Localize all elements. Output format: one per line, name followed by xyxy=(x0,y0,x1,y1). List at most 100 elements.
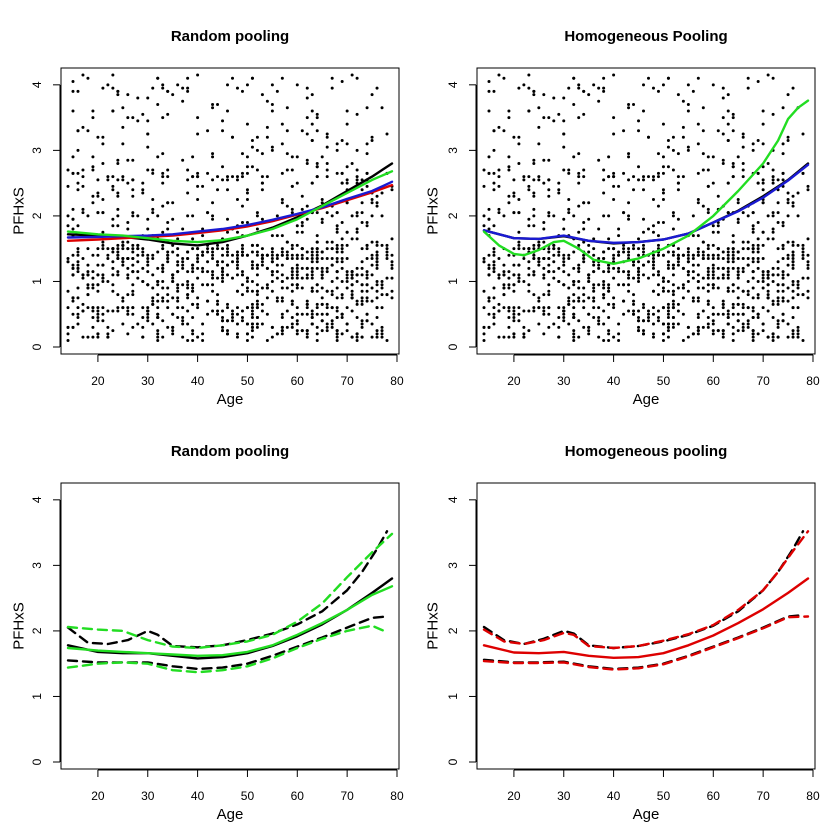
scatter-point xyxy=(761,279,765,283)
scatter-point xyxy=(781,283,785,287)
scatter-point xyxy=(726,109,730,113)
scatter-point xyxy=(562,119,566,123)
scatter-point xyxy=(482,214,486,218)
scatter-point xyxy=(235,86,239,90)
scatter-point xyxy=(66,257,70,261)
scatter-point xyxy=(512,273,516,277)
scatter-point xyxy=(666,76,670,80)
scatter-point xyxy=(612,171,616,175)
scatter-point xyxy=(260,93,264,97)
scatter-point xyxy=(801,132,805,136)
scatter-point xyxy=(325,145,329,149)
scatter-point xyxy=(76,286,80,290)
scatter-point xyxy=(711,306,715,310)
scatter-point xyxy=(181,322,185,326)
scatter-point xyxy=(542,227,546,231)
scatter-point xyxy=(245,171,249,175)
scatter-point xyxy=(161,230,165,234)
scatter-point xyxy=(325,257,329,261)
scatter-point xyxy=(166,175,170,179)
scatter-point xyxy=(295,155,299,159)
scatter-point xyxy=(796,191,800,195)
scatter-point xyxy=(171,332,175,336)
scatter-point xyxy=(181,158,185,162)
scatter-point xyxy=(101,263,105,267)
scatter-point xyxy=(71,207,75,211)
scatter-point xyxy=(255,148,259,152)
scatter-point xyxy=(711,332,715,336)
scatter-point xyxy=(206,270,210,274)
scatter-point xyxy=(320,286,324,290)
y-tick-label: 2 xyxy=(446,212,460,219)
scatter-point xyxy=(567,171,571,175)
scatter-point xyxy=(567,299,571,303)
scatter-point xyxy=(696,286,700,290)
scatter-point xyxy=(666,312,670,316)
scatter-point xyxy=(691,299,695,303)
y-axis-label: PFHxS xyxy=(425,602,442,650)
scatter-point xyxy=(360,325,364,329)
scatter-point xyxy=(285,257,289,261)
scatter-point xyxy=(706,243,710,247)
scatter-point xyxy=(355,273,359,277)
scatter-point xyxy=(627,102,631,106)
scatter-point xyxy=(642,306,646,310)
scatter-point xyxy=(572,266,576,270)
scatter-point xyxy=(547,257,551,261)
scatter-point xyxy=(517,161,521,165)
scatter-point xyxy=(671,263,675,267)
scatter-point xyxy=(671,135,675,139)
scatter-point xyxy=(706,322,710,326)
scatter-point xyxy=(607,302,611,306)
scatter-point xyxy=(522,309,526,313)
scatter-point xyxy=(651,332,655,336)
scatter-point xyxy=(642,329,646,333)
scatter-point xyxy=(161,299,165,303)
scatter-point xyxy=(260,188,264,192)
scatter-point xyxy=(522,83,526,87)
scatter-point xyxy=(522,175,526,179)
scatter-point xyxy=(651,86,655,90)
scatter-point xyxy=(492,322,496,326)
scatter-point xyxy=(771,168,775,172)
scatter-point xyxy=(136,243,140,247)
scatter-point xyxy=(91,109,95,113)
scatter-point xyxy=(716,329,720,333)
scatter-point xyxy=(482,257,486,261)
scatter-point xyxy=(671,299,675,303)
scatter-point xyxy=(350,293,354,297)
scatter-point xyxy=(522,257,526,261)
scatter-point xyxy=(771,338,775,342)
scatter-point xyxy=(711,266,715,270)
scatter-point xyxy=(806,266,810,270)
scatter-point xyxy=(522,279,526,283)
scatter-point xyxy=(295,306,299,310)
scatter-point xyxy=(522,332,526,336)
scatter-point xyxy=(365,106,369,110)
scatter-point xyxy=(746,214,750,218)
scatter-point xyxy=(592,253,596,257)
scatter-point xyxy=(146,257,150,261)
scatter-point xyxy=(776,220,780,224)
scatter-point xyxy=(612,184,616,188)
series-line-green-upper xyxy=(66,532,394,650)
scatter-point xyxy=(731,289,735,293)
scatter-point xyxy=(310,181,314,185)
scatter-point xyxy=(240,316,244,320)
scatter-point xyxy=(300,220,304,224)
scatter-point xyxy=(716,253,720,257)
scatter-point xyxy=(325,322,329,326)
scatter-point xyxy=(597,322,601,326)
scatter-point xyxy=(706,247,710,251)
scatter-point xyxy=(156,214,160,218)
scatter-point xyxy=(375,240,379,244)
scatter-point xyxy=(666,322,670,326)
scatter-point xyxy=(766,161,770,165)
scatter-point xyxy=(577,319,581,323)
scatter-point xyxy=(562,316,566,320)
scatter-point xyxy=(260,309,264,313)
scatter-points xyxy=(482,73,810,342)
scatter-point xyxy=(517,273,521,277)
scatter-point xyxy=(736,312,740,316)
